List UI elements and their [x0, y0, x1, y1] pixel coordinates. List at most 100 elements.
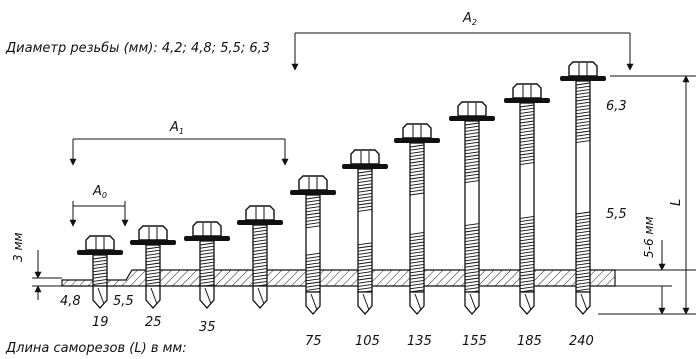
screw-length-label: 35 — [199, 320, 216, 335]
screw-thread — [519, 283, 535, 287]
screw-thread — [357, 280, 373, 284]
screw-thread — [519, 247, 535, 251]
screw-thread — [409, 192, 425, 196]
screw-thread — [252, 268, 268, 272]
screw-drill-tip — [305, 291, 321, 315]
screw-head — [245, 205, 275, 221]
screw-thread — [575, 117, 591, 121]
screw-thread — [409, 186, 425, 190]
diameter-marker-top: 6,3 — [606, 99, 627, 114]
dimension-a2-label: A2 — [462, 11, 477, 27]
screw-thread — [464, 125, 480, 129]
dimension-a0: A0 — [69, 184, 129, 227]
screw-thread — [145, 252, 161, 256]
screw-thread — [575, 92, 591, 96]
dimension-a1-label: A1 — [169, 120, 184, 136]
screw-thread — [575, 269, 591, 273]
screw-thread — [92, 278, 108, 282]
screw-thread — [519, 231, 535, 235]
screw-drill-flute — [97, 287, 105, 305]
screw-thread — [464, 264, 480, 268]
screw-thread — [519, 244, 535, 248]
screw-thread — [519, 162, 535, 166]
screw-thread — [519, 222, 535, 226]
screw-length-label: 240 — [569, 334, 594, 349]
screw-thread — [464, 170, 480, 174]
screw-thread — [409, 176, 425, 180]
screw-thread — [252, 280, 268, 284]
screw-thread — [305, 278, 321, 282]
screw-thread — [357, 283, 373, 287]
screw-thread — [409, 244, 425, 248]
screw-thread — [519, 117, 535, 121]
screw-thread — [252, 271, 268, 275]
plate-gap-label: 3 мм — [11, 232, 25, 262]
screw-thread — [305, 202, 321, 206]
dimension-a2: A2 — [291, 11, 634, 71]
screw-thread — [92, 282, 108, 286]
screw-thread — [199, 242, 215, 246]
screw-thread — [305, 255, 321, 259]
screw-thread — [409, 160, 425, 164]
screw-drill-tip — [199, 285, 215, 309]
screw-thread — [519, 142, 535, 146]
screw-head — [457, 101, 487, 117]
screw-thread — [575, 262, 591, 266]
screw-thread — [575, 230, 591, 234]
screw-thread — [464, 258, 480, 262]
screw-thread — [145, 246, 161, 250]
screw-thread — [409, 235, 425, 239]
screw-thread — [464, 135, 480, 139]
screw-thread — [252, 232, 268, 236]
screw-thread — [357, 267, 373, 271]
screw-thread — [357, 274, 373, 278]
screw-thread — [409, 267, 425, 271]
screw-drill-tip — [357, 291, 373, 315]
screw-thread — [357, 183, 373, 187]
screw-thread — [305, 218, 321, 222]
screw-thread — [519, 123, 535, 127]
screw-thread — [464, 167, 480, 171]
screw-thread — [409, 157, 425, 161]
screw-thread — [519, 257, 535, 261]
screw-thread — [357, 180, 373, 184]
screw-thread — [519, 136, 535, 140]
screw-thread — [519, 152, 535, 156]
screw-thread — [464, 239, 480, 243]
screw-thread — [145, 259, 161, 263]
screw-thread — [409, 286, 425, 290]
screw-thread — [409, 144, 425, 148]
screw-thread — [357, 242, 373, 246]
screw-thread — [199, 248, 215, 252]
screw-thread — [409, 247, 425, 251]
screw-thread — [305, 281, 321, 285]
screw-washer — [560, 76, 606, 81]
screw-thread — [519, 104, 535, 108]
screw-drill-flute — [204, 287, 212, 305]
screw-thread — [575, 265, 591, 269]
screw-thread — [409, 263, 425, 267]
screw-group: 19 4,8 25 5,5 35 75 105 135 155 185 240 — [60, 61, 606, 349]
screw-thread — [409, 173, 425, 177]
screw-thread — [252, 229, 268, 233]
screw — [394, 123, 440, 315]
screw-thread — [305, 199, 321, 203]
screw-thread — [519, 107, 535, 111]
screw-thread — [519, 286, 535, 290]
screw-thread — [519, 219, 535, 223]
screw-thread — [575, 217, 591, 221]
screw-thread — [252, 258, 268, 262]
screw-length-label: 75 — [305, 334, 322, 349]
screw-thread — [464, 242, 480, 246]
screw-thread — [357, 186, 373, 190]
screw-thread — [357, 264, 373, 268]
screw-washer — [290, 190, 336, 195]
screw-thread — [575, 240, 591, 244]
screw-drill-flute — [257, 287, 265, 305]
screw-thread — [519, 215, 535, 219]
screw-thread — [464, 255, 480, 259]
screw-thread — [519, 254, 535, 258]
screw-thread — [145, 268, 161, 272]
screw-thread — [252, 226, 268, 230]
screw-thread — [199, 252, 215, 256]
